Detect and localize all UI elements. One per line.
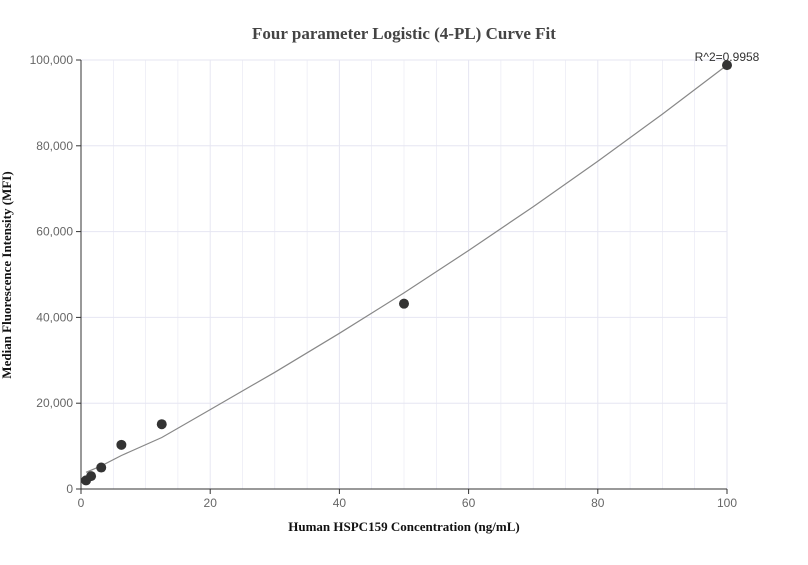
data-point [96,462,107,473]
data-point [86,471,97,482]
chart-title: Four parameter Logistic (4-PL) Curve Fit [252,24,556,43]
data-point [116,439,127,450]
x-tick-label: 0 [78,496,85,510]
x-axis-title: Human HSPC159 Concentration (ng/mL) [288,519,519,534]
data-point [399,298,409,309]
y-tick-label: 40,000 [36,310,73,324]
data-point [722,60,732,71]
x-tick-label: 40 [333,496,347,510]
y-tick-label: 80,000 [36,139,73,153]
x-tick-label: 100 [717,496,737,510]
fit-curve-line [85,64,728,473]
y-tick-label: 20,000 [36,396,73,410]
x-tick-label: 20 [204,496,218,510]
grid [80,59,728,490]
x-tick-label: 60 [462,496,476,510]
x-tick-label: 80 [591,496,605,510]
axes: 0 20 40 60 80 100 0 20,000 40,000 60,000 80,000 100… [30,53,738,510]
data-point [156,419,167,430]
r-squared-annotation: R^2=0.9958 [695,50,760,64]
y-tick-label: 60,000 [36,225,73,239]
y-tick-label: 0 [66,482,73,496]
y-axis-title: Median Fluorescence Intensity (MFI) [0,171,14,378]
y-tick-label: 100,000 [30,53,74,67]
series [81,60,732,486]
